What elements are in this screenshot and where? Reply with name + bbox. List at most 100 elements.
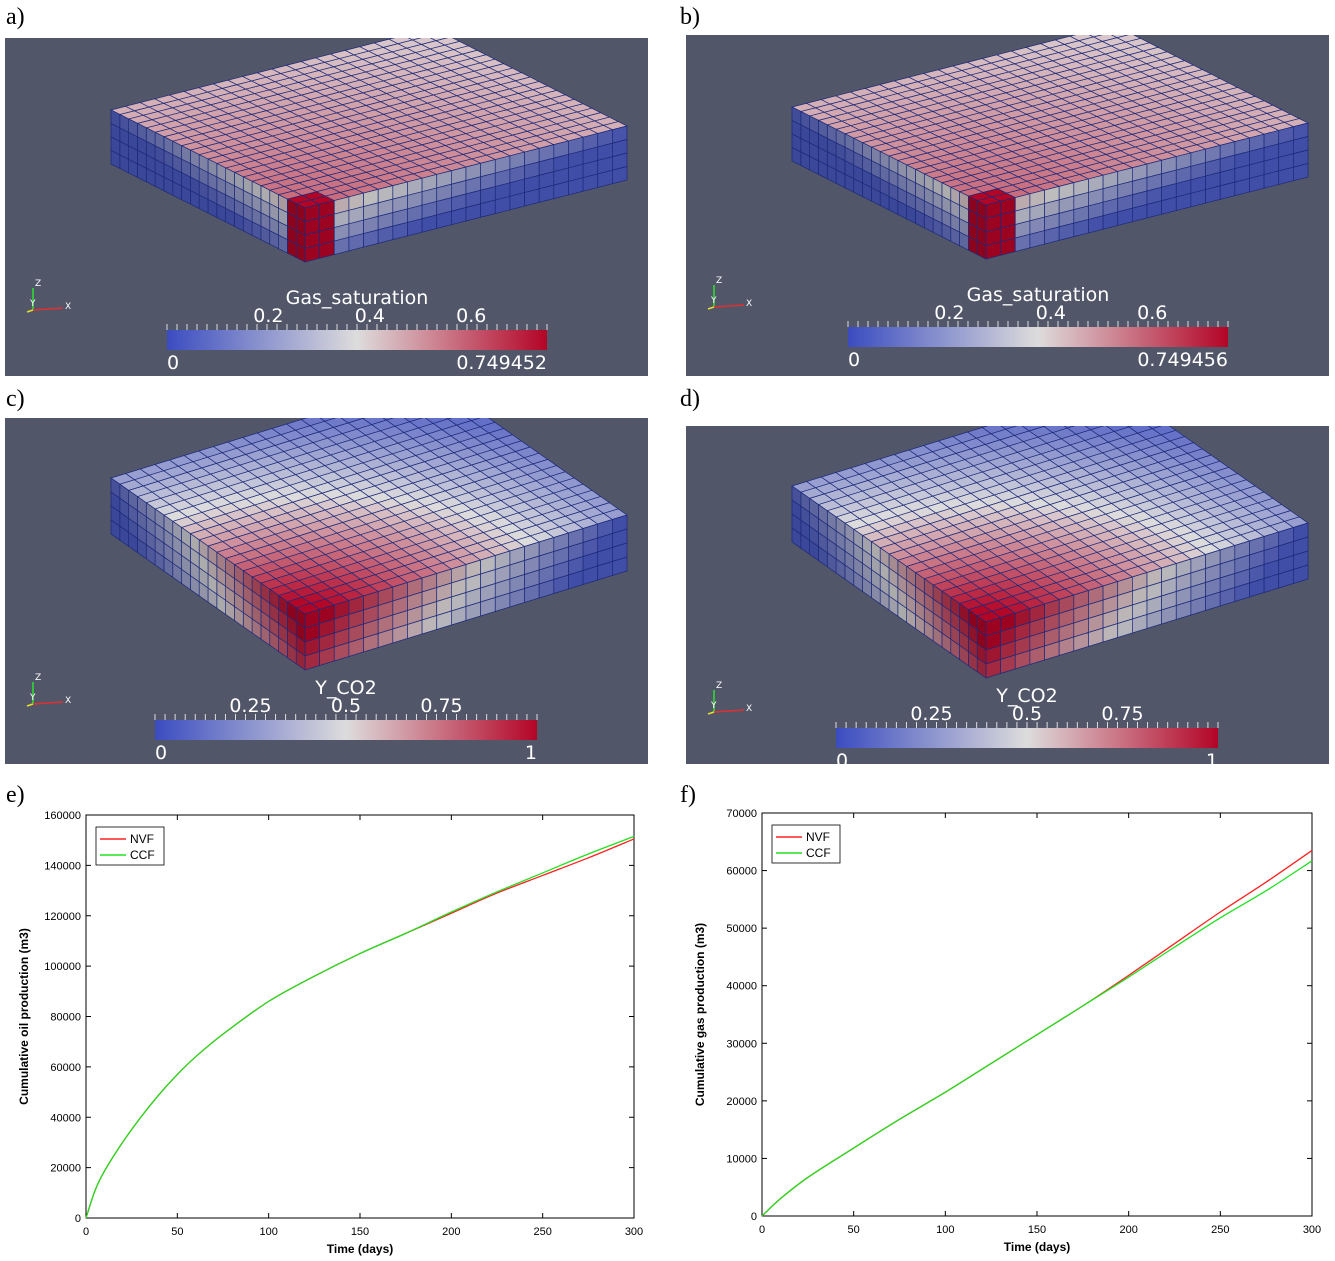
y-tick-label: 120000	[44, 911, 81, 923]
series-line-ccf	[761, 860, 1313, 1217]
y-tick-label: 60000	[726, 866, 757, 878]
legend-box	[771, 824, 841, 864]
y-axis-title: Cumulative gas production (m3)	[693, 923, 707, 1106]
reservoir-grid	[791, 35, 1309, 260]
axis-y-label: Y	[710, 701, 717, 711]
x-tick-label: 0	[759, 1224, 765, 1236]
y-tick-label: 160000	[44, 810, 81, 822]
x-tick-label: 250	[533, 1226, 551, 1238]
x-axis-title: Time (days)	[327, 1242, 393, 1256]
legend-label: NVF	[806, 830, 830, 844]
axis-z-label: Z	[35, 673, 41, 683]
panel-label-a: a)	[6, 4, 25, 30]
y-tick-label: 0	[75, 1213, 81, 1225]
axis-z-label: Z	[716, 681, 722, 691]
panel-label-b: b)	[680, 4, 700, 30]
x-tick-label: 150	[1028, 1224, 1046, 1236]
colorbar-min-label: 0	[848, 349, 860, 371]
x-tick-label: 50	[171, 1226, 183, 1238]
colorbar-min-label: 0	[167, 352, 179, 374]
y-tick-label: 20000	[50, 1163, 81, 1175]
x-tick-label: 250	[1211, 1224, 1229, 1236]
colorbar-tick-label: 0.4	[1036, 302, 1066, 324]
panel-label-c: c)	[6, 386, 25, 412]
reservoir-grid	[110, 38, 628, 263]
axes-triad: ZY X	[707, 681, 752, 715]
colorbar-tick-label: 0.2	[253, 305, 283, 327]
plot-frame	[761, 812, 1313, 1217]
colorbar-tick-label: 0.25	[910, 703, 952, 725]
axis-y-label: Y	[29, 299, 36, 309]
panel-label-f: f)	[680, 782, 696, 808]
x-axis-title: Time (days)	[1004, 1240, 1070, 1254]
x-tick-label: 300	[625, 1226, 643, 1238]
legend-label: CCF	[806, 846, 831, 860]
colorbar-title: Gas_saturation	[286, 287, 429, 309]
colorbar-title: Y_CO2	[314, 677, 376, 699]
co2-view-c: Z Y X Y_CO2 0.25 0.5 0.75 0 1	[5, 418, 648, 764]
y-tick-label: 40000	[50, 1112, 81, 1124]
reservoir-grid	[110, 418, 628, 671]
colorbar-tick-label: 0.5	[1012, 703, 1042, 725]
colorbar: Y_CO2 0.25 0.5 0.75 0 1	[835, 685, 1219, 764]
y-tick-label: 50000	[726, 923, 757, 935]
x-tick-label: 150	[351, 1226, 369, 1238]
colorbar-tick-label: 0.5	[331, 695, 361, 717]
series-line-nvf	[85, 838, 635, 1219]
y-tick-label: 40000	[726, 981, 757, 993]
y-tick-label: 10000	[726, 1153, 757, 1165]
axes-triad: ZY X	[26, 673, 71, 707]
axis-x-label: X	[65, 302, 71, 312]
y-axis-title: Cumulative oil production (m3)	[17, 928, 31, 1105]
x-tick-label: 100	[259, 1226, 277, 1238]
axis-z-label: Z	[35, 279, 41, 289]
legend-box	[95, 826, 165, 866]
colorbar-tick-label: 0.2	[934, 302, 964, 324]
reservoir-grid	[791, 426, 1309, 679]
axis-z-label: Z	[716, 276, 722, 286]
series-line-ccf	[85, 835, 635, 1219]
x-tick-label: 200	[1119, 1224, 1137, 1236]
colorbar-tick-label: 0.6	[456, 305, 486, 327]
axis-y-label: Y	[710, 296, 717, 306]
y-tick-label: 60000	[50, 1062, 81, 1074]
colorbar-min-label: 0	[155, 742, 167, 764]
axis-x-label: X	[746, 704, 752, 714]
x-tick-label: 0	[83, 1226, 89, 1238]
x-tick-label: 300	[1303, 1224, 1321, 1236]
axis-y-label: Y	[29, 693, 36, 703]
y-tick-label: 30000	[726, 1038, 757, 1050]
colorbar-max-label: 1	[525, 742, 537, 764]
colorbar-min-label: 0	[836, 750, 848, 764]
saturation-view-a: Z Y X Gas_saturation 0.2 0.4 0.6 0 0.749452	[5, 38, 648, 376]
panel-label-d: d)	[680, 386, 700, 412]
axes-triad: ZY X	[26, 279, 71, 313]
legend-label: CCF	[130, 848, 155, 862]
colorbar-tick-label: 0.25	[229, 695, 271, 717]
x-tick-label: 200	[442, 1226, 460, 1238]
axis-x-label: X	[746, 299, 752, 309]
y-tick-label: 140000	[44, 860, 81, 872]
colorbar-max-label: 0.749456	[1137, 349, 1228, 371]
y-tick-label: 80000	[50, 1012, 81, 1024]
oil-production-chart: 0 50 100 150 200 250 300 0 20000 40000 60000 80000 1…	[0, 805, 660, 1261]
x-tick-label: 50	[848, 1224, 860, 1236]
colorbar: Y_CO2 0.25 0.5 0.75 0 1	[154, 677, 538, 764]
y-tick-label: 70000	[726, 808, 757, 820]
legend-label: NVF	[130, 832, 154, 846]
y-tick-label: 0	[751, 1211, 757, 1223]
colorbar-tick-label: 0.75	[420, 695, 462, 717]
axis-x-label: X	[65, 696, 71, 706]
colorbar-title: Y_CO2	[995, 685, 1057, 707]
series-line-nvf	[761, 849, 1313, 1217]
saturation-view-b: Z Y X Gas_saturation 0.2 0.4 0.6 0 0.749456	[686, 35, 1329, 376]
gas-production-chart: 0 50 100 150 200 250 300 0 10000 20000 30000 40000 5…	[676, 805, 1335, 1261]
colorbar-max-label: 0.749452	[456, 352, 547, 374]
colorbar-tick-label: 0.75	[1101, 703, 1143, 725]
y-tick-label: 20000	[726, 1096, 757, 1108]
x-tick-label: 100	[936, 1224, 954, 1236]
colorbar-tick-label: 0.4	[355, 305, 385, 327]
axes-triad: ZY X	[707, 276, 752, 310]
